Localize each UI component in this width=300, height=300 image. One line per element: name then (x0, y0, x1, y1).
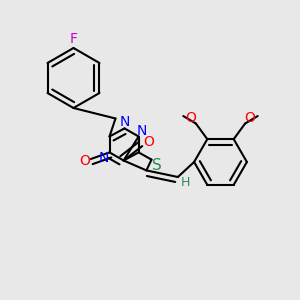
Text: N: N (119, 115, 130, 129)
Text: O: O (143, 136, 154, 149)
Text: O: O (79, 154, 90, 168)
Text: N: N (137, 124, 147, 138)
Text: H: H (181, 176, 190, 189)
Text: S: S (152, 158, 162, 172)
Text: F: F (70, 32, 77, 46)
Text: O: O (244, 111, 255, 125)
Text: N: N (99, 151, 109, 165)
Text: O: O (186, 111, 196, 125)
